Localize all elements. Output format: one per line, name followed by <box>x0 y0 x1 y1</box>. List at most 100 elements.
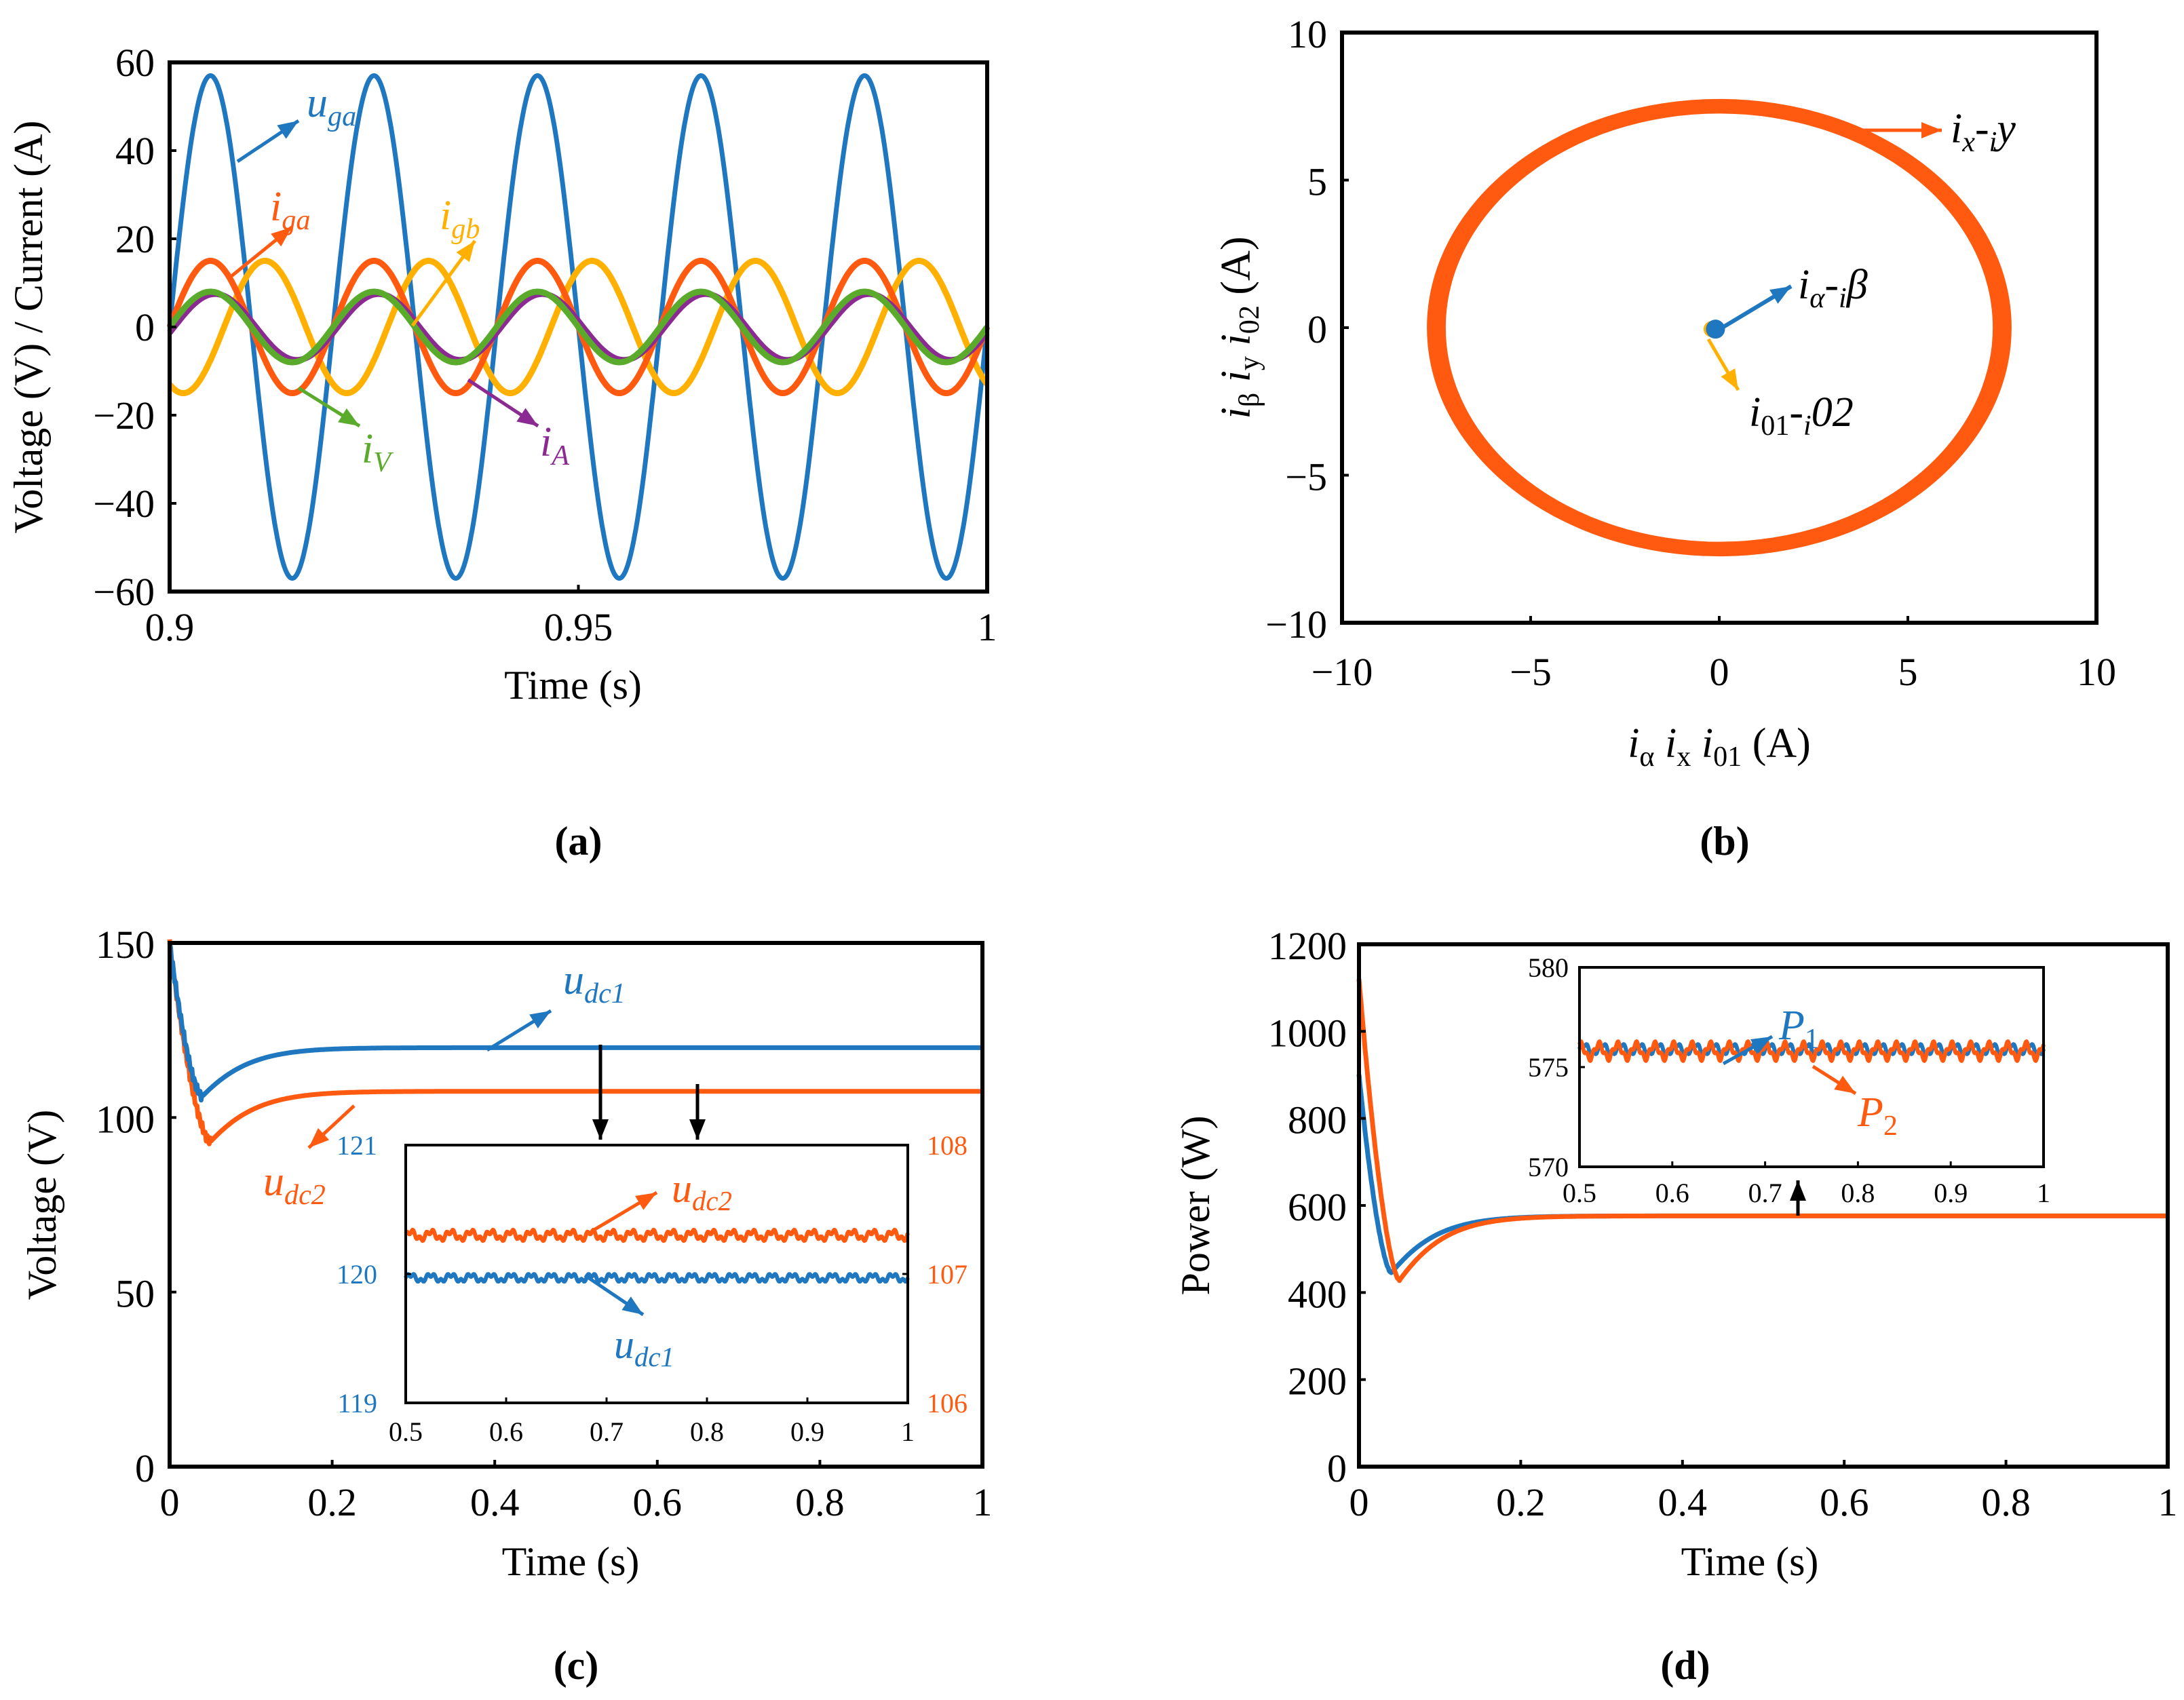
series-label-i-A-part: i <box>540 419 552 465</box>
y-tick-label: −60 <box>93 570 155 614</box>
x-axis-label-part: 01 <box>1713 741 1742 773</box>
x-tick-label: 10 <box>2077 650 2116 694</box>
annotation-arrow-udc2-head <box>309 1127 330 1148</box>
caption-d: (d) <box>1660 1643 1710 1688</box>
y-tick-label: −5 <box>1285 455 1327 499</box>
y-axis-label: Voltage (V) / Current (A) <box>6 121 51 534</box>
x-axis-label: iα ix i01 (A) <box>1628 720 1811 773</box>
y-axis-label: iβ iy i02 (A) <box>1213 237 1265 419</box>
series-label-i01-i02-part: i <box>1749 389 1761 436</box>
inset-x-tick-label: 0.9 <box>1934 1178 1968 1208</box>
zoom-arrow-head <box>1790 1180 1806 1201</box>
y-tick-label: 0 <box>1327 1446 1347 1490</box>
y-tick-label: 0 <box>135 1446 155 1490</box>
x-tick-label: 0.95 <box>544 605 613 649</box>
caption-a: (a) <box>555 819 602 864</box>
inset-series-label-udc1: udc1 <box>614 1322 674 1372</box>
inset-series-label-udc2-part: u <box>672 1166 692 1211</box>
annotation-arrow-igb-head <box>456 241 475 263</box>
x-tick-label: 0.2 <box>1496 1480 1546 1524</box>
series-label-i-gb-part: i <box>440 193 451 239</box>
inset-series-label-udc1-part: u <box>614 1322 634 1367</box>
series-label-u-ga: uga <box>307 80 356 132</box>
x-tick-label: 0.8 <box>1981 1480 2031 1524</box>
x-axis-label-part: α <box>1639 741 1654 773</box>
series-label-udc2: udc2 <box>263 1159 326 1211</box>
series-label-i01-i02: i01-i02 <box>1749 389 1854 442</box>
inset-series-u_dc1 <box>404 1272 910 1284</box>
x-tick-label: 0.8 <box>795 1480 845 1524</box>
series-label-i01-i02-part: 02 <box>1812 389 1854 436</box>
inset-series-u_dc2 <box>404 1227 910 1243</box>
y-tick-label: 0 <box>1307 307 1327 351</box>
inset-left-y-tick-label: 119 <box>337 1388 377 1418</box>
y-tick-label: 5 <box>1307 160 1327 204</box>
series-label-ialpha-ibeta-part: - <box>1824 262 1839 308</box>
y-tick-label: −10 <box>1265 602 1327 646</box>
x-tick-label: −5 <box>1510 650 1552 694</box>
inset-y-tick-label: 580 <box>1528 952 1569 983</box>
y-tick-label: 400 <box>1288 1272 1347 1316</box>
inset-left-y-tick-label: 121 <box>337 1130 377 1161</box>
inset-right-y-tick-label: 108 <box>927 1130 968 1161</box>
series-label-ialpha-ibeta-part: α <box>1809 282 1825 314</box>
series-label-udc2-part: dc2 <box>284 1179 326 1211</box>
caption-c: (c) <box>554 1643 599 1688</box>
inset-annotation-arrow-P1-head <box>1750 1037 1772 1054</box>
inset-x-tick-label: 0.6 <box>489 1416 523 1447</box>
inset-x-tick-label: 0.5 <box>389 1416 423 1447</box>
series-P_2 <box>1356 978 2169 1283</box>
x-axis-label: Time (s) <box>502 1539 640 1584</box>
y-axis-label: Voltage (V) <box>20 1110 64 1300</box>
y-tick-label: 150 <box>96 923 155 967</box>
y-tick-label: 20 <box>115 217 155 261</box>
series-label-ix-iy-part: y <box>1993 106 2016 152</box>
inset-series-P_2 <box>1577 1039 2046 1063</box>
x-tick-label: 0.6 <box>633 1480 683 1524</box>
inset-series-label-udc2-part: dc2 <box>692 1186 732 1216</box>
x-tick-label: 1 <box>978 605 997 649</box>
y-tick-label: 800 <box>1288 1098 1347 1142</box>
y-tick-label: 200 <box>1288 1359 1347 1404</box>
annotation-arrow-i01-i02-head <box>1721 368 1738 390</box>
zoom-arrow-2-head <box>689 1119 706 1140</box>
x-tick-label: 1 <box>973 1480 993 1524</box>
series-label-udc1: udc1 <box>563 957 626 1009</box>
x-tick-label: 1 <box>2158 1480 2178 1524</box>
chart-c: 0 0.2 0.4 0.6 0.8 1 150 100 50 0 Time (s) Voltage (… <box>20 923 993 1688</box>
series-label-ialpha-ibeta: iα-iβ <box>1798 262 1868 314</box>
y-tick-label: 0 <box>135 305 155 349</box>
series-label-ialpha-ibeta-part: i <box>1798 262 1809 308</box>
inset-x-tick-label: 0.6 <box>1655 1178 1689 1208</box>
x-tick-label: 0.2 <box>307 1480 357 1524</box>
inset-annotation-arrow-udc2-head <box>635 1193 657 1210</box>
series-label-ialpha-ibeta-part: i <box>1839 282 1847 314</box>
series-i_alpha-i_beta <box>1706 320 1725 339</box>
inset-left-y-tick-label: 120 <box>337 1259 377 1290</box>
series-label-i-V-part: i <box>362 426 373 472</box>
series-label-P2-part: P <box>1857 1089 1883 1136</box>
x-axis-label: Time (s) <box>504 663 642 708</box>
series-label-udc1-part: dc1 <box>584 978 626 1009</box>
y-tick-label: 40 <box>115 129 155 173</box>
x-axis-label-part: i <box>1628 720 1639 767</box>
inset-right-y-tick-label: 107 <box>927 1259 968 1290</box>
annotation-arrow-iV-head <box>338 408 360 426</box>
caption-b: (b) <box>1700 819 1749 864</box>
y-axis-label-part: β <box>1233 393 1265 407</box>
inset-x-tick-label: 0.7 <box>590 1416 624 1447</box>
inset-annotation-arrow-P2-head <box>1834 1075 1856 1094</box>
annotation-arrow-iA-head <box>516 408 538 426</box>
series-label-P2-part: 2 <box>1883 1110 1898 1142</box>
series-label-i01-i02-part: 01 <box>1761 410 1789 442</box>
inset-x-tick-label: 1 <box>2037 1178 2050 1208</box>
y-axis-label-part: i <box>1213 334 1259 356</box>
inset-series-label-udc2: udc2 <box>672 1166 732 1216</box>
x-axis-label-part: i <box>1691 720 1713 767</box>
series-label-ialpha-ibeta-part: β <box>1846 262 1868 308</box>
series-i_V <box>167 288 990 366</box>
y-axis-label-part: i <box>1213 407 1259 419</box>
inset-annotation-arrow-udc1-head <box>621 1296 643 1315</box>
